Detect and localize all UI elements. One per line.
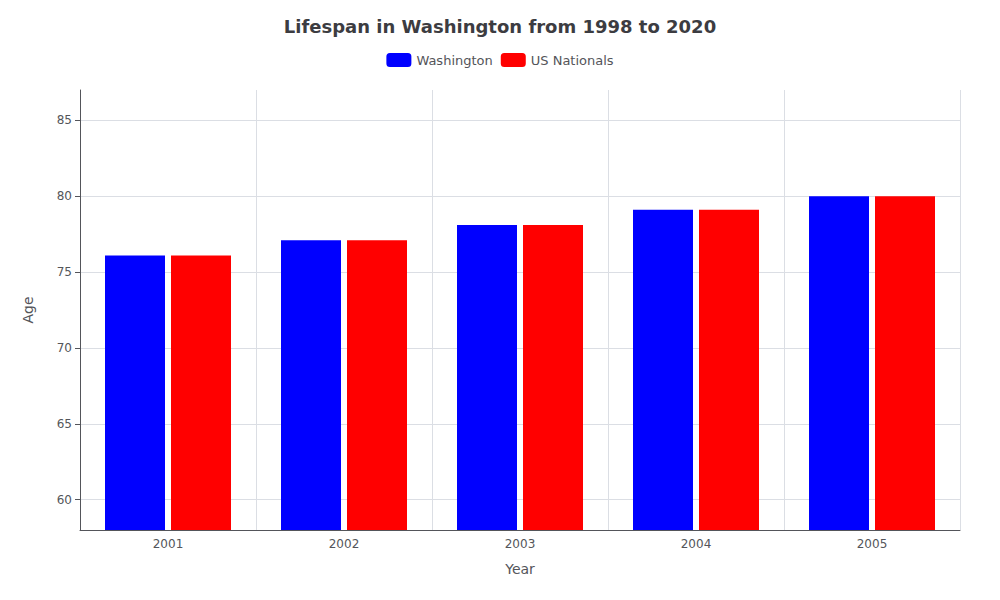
svg-text:2003: 2003 [505, 537, 536, 551]
svg-text:80: 80 [57, 189, 72, 203]
svg-text:85: 85 [57, 113, 72, 127]
svg-text:US Nationals: US Nationals [531, 53, 614, 68]
svg-text:65: 65 [57, 417, 72, 431]
svg-text:2005: 2005 [857, 537, 888, 551]
svg-text:2004: 2004 [681, 537, 712, 551]
svg-text:60: 60 [57, 493, 72, 507]
svg-text:Lifespan in Washington from 19: Lifespan in Washington from 1998 to 2020 [284, 16, 716, 37]
svg-text:2002: 2002 [329, 537, 360, 551]
svg-text:Age: Age [20, 296, 36, 323]
svg-text:70: 70 [57, 341, 72, 355]
svg-text:75: 75 [57, 265, 72, 279]
svg-text:Year: Year [504, 561, 535, 577]
svg-text:Washington: Washington [416, 53, 492, 68]
svg-text:2001: 2001 [153, 537, 184, 551]
